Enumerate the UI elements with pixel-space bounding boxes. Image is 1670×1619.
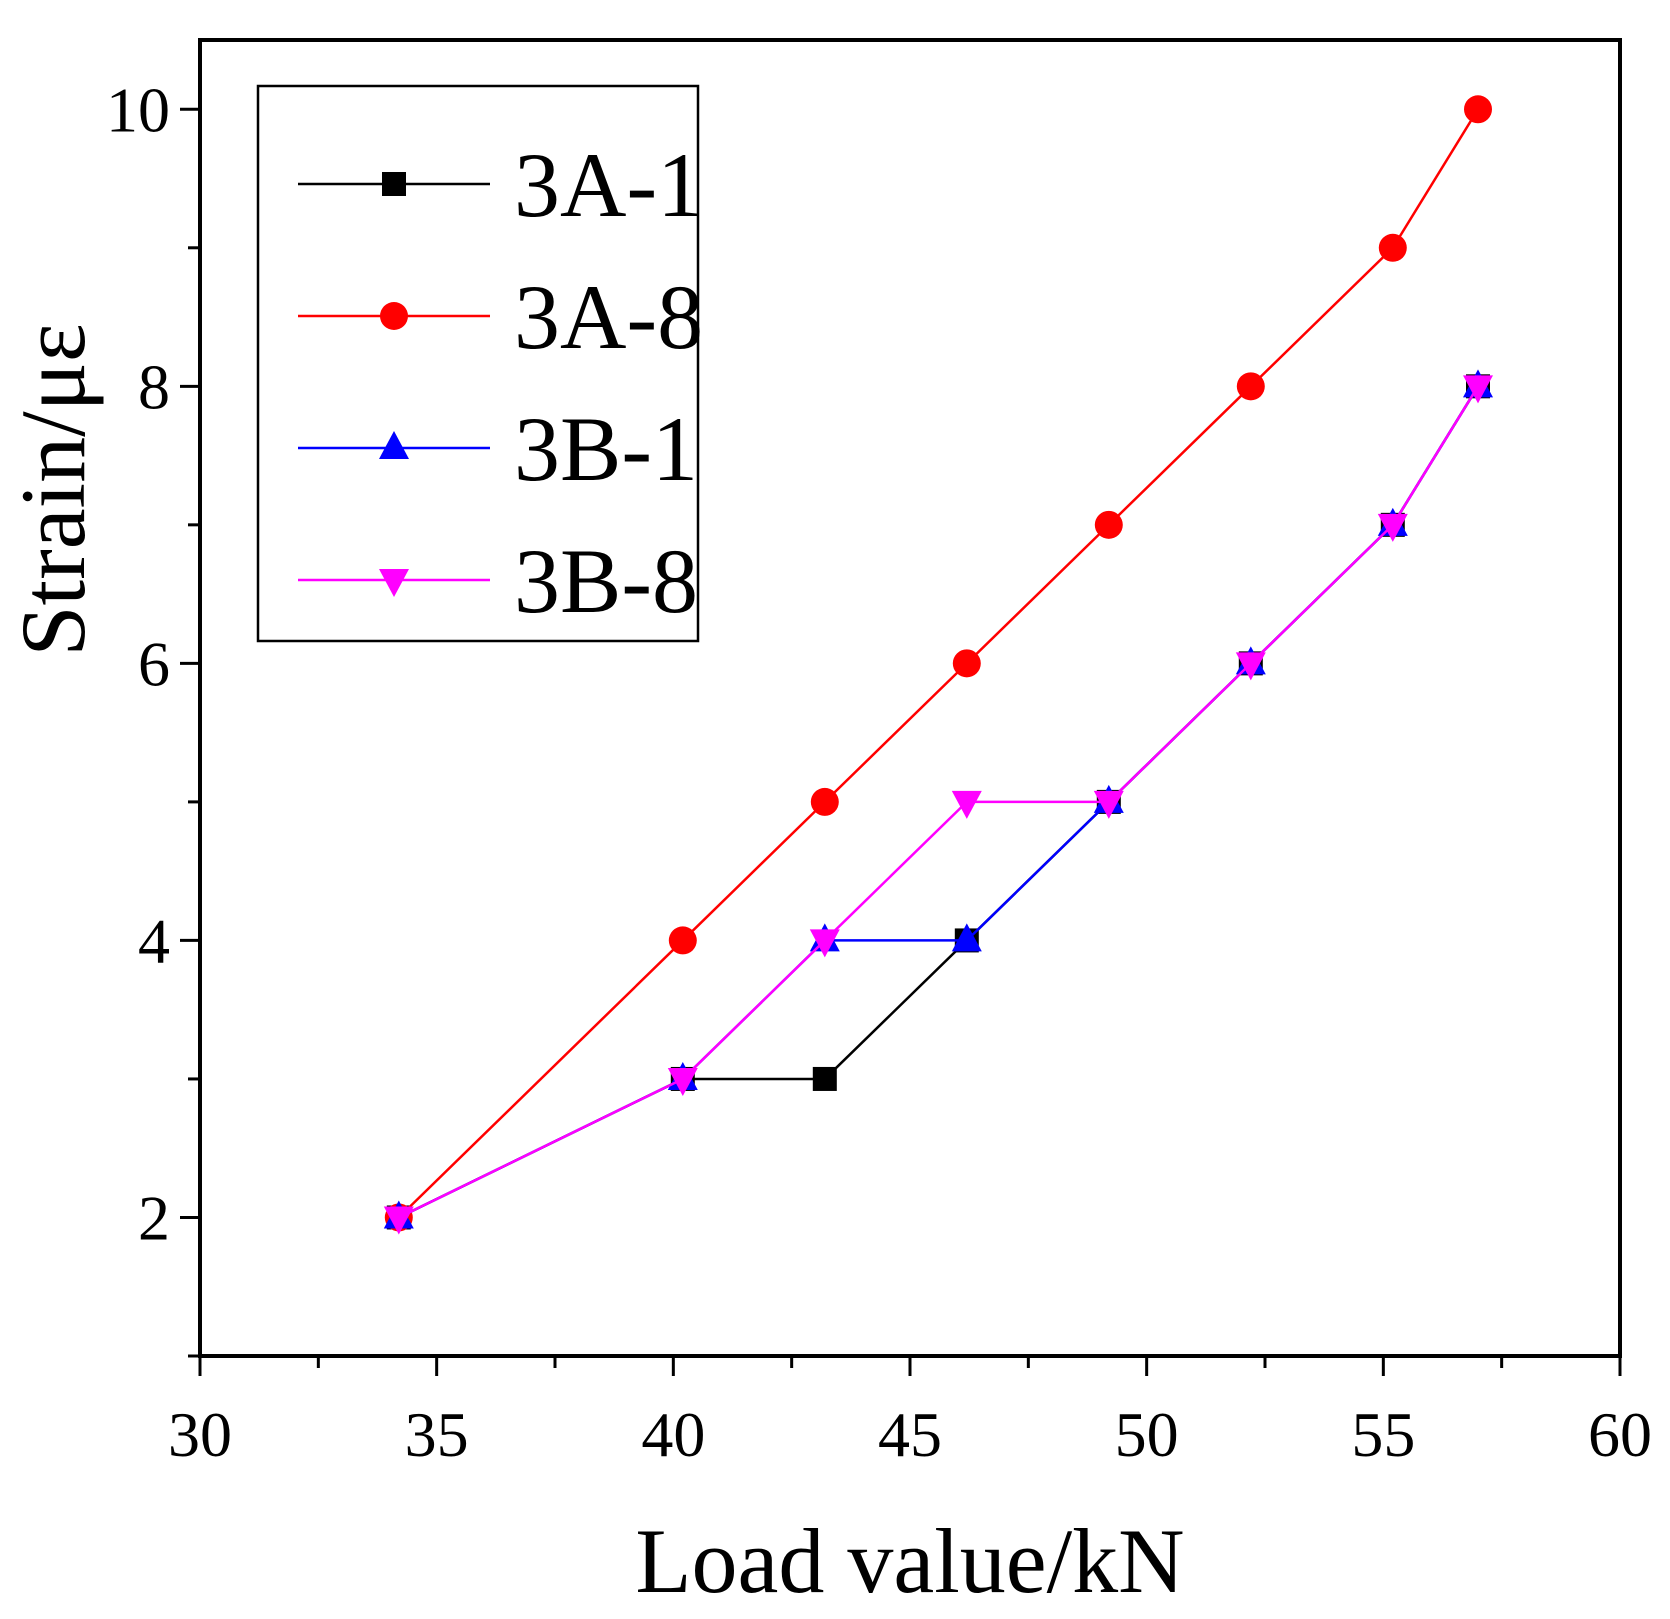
y-tick-label: 8	[138, 351, 170, 422]
data-point	[1235, 652, 1266, 681]
x-tick-label: 55	[1351, 1399, 1415, 1470]
y-tick-label: 10	[106, 74, 170, 145]
data-point	[1464, 95, 1492, 124]
legend: 3A-1 3A-8 3B-1 3B-8	[256, 84, 703, 643]
data-point	[809, 929, 840, 958]
data-point	[810, 787, 839, 816]
data-point	[1094, 510, 1123, 539]
x-tick-label: 50	[1115, 1399, 1179, 1470]
legend-label: 3B-8	[514, 530, 698, 632]
data-point	[1377, 513, 1408, 542]
legend-marker	[379, 569, 409, 597]
legend-item: 3B-1	[298, 398, 698, 500]
legend-label: 3A-1	[514, 134, 703, 236]
legend-item: 3A-1	[298, 134, 703, 236]
series-line	[398, 385, 1480, 1219]
legend-label: 3B-1	[514, 398, 698, 500]
data-point	[1378, 233, 1407, 262]
y-tick-label: 2	[138, 1182, 170, 1253]
data-point	[668, 926, 697, 955]
legend-marker	[379, 431, 409, 459]
data-point	[1093, 790, 1124, 819]
data-point	[1236, 372, 1265, 401]
y-axis-title: Strain/με	[2, 323, 104, 656]
ticks-layer: 30 35 40 45 50 55 60 2 4 6 8 10	[106, 74, 1652, 1470]
x-tick-label: 40	[641, 1399, 705, 1470]
data-point	[951, 923, 982, 952]
data-point	[383, 1206, 414, 1235]
legend-label: 3A-8	[514, 266, 703, 368]
data-point	[1463, 375, 1493, 404]
x-tick-label: 60	[1588, 1399, 1652, 1470]
y-tick-label: 6	[138, 628, 170, 699]
data-point	[667, 1067, 698, 1096]
legend-item: 3A-8	[298, 266, 703, 368]
x-tick-label: 45	[878, 1399, 942, 1470]
series-layer	[383, 95, 1493, 1235]
series-line	[397, 108, 1480, 1219]
legend-item: 3B-8	[298, 530, 698, 632]
legend-marker	[382, 172, 406, 196]
x-axis-title: Load value/kN	[635, 1510, 1184, 1612]
legend-marker	[380, 302, 408, 330]
series-3B-8	[383, 375, 1493, 1235]
legend-box	[256, 84, 700, 643]
x-tick-label: 35	[405, 1399, 469, 1470]
x-tick-label: 30	[168, 1399, 232, 1470]
y-tick-label: 4	[138, 905, 170, 976]
data-point	[951, 790, 982, 819]
data-point	[812, 1066, 837, 1091]
data-point	[952, 649, 981, 678]
